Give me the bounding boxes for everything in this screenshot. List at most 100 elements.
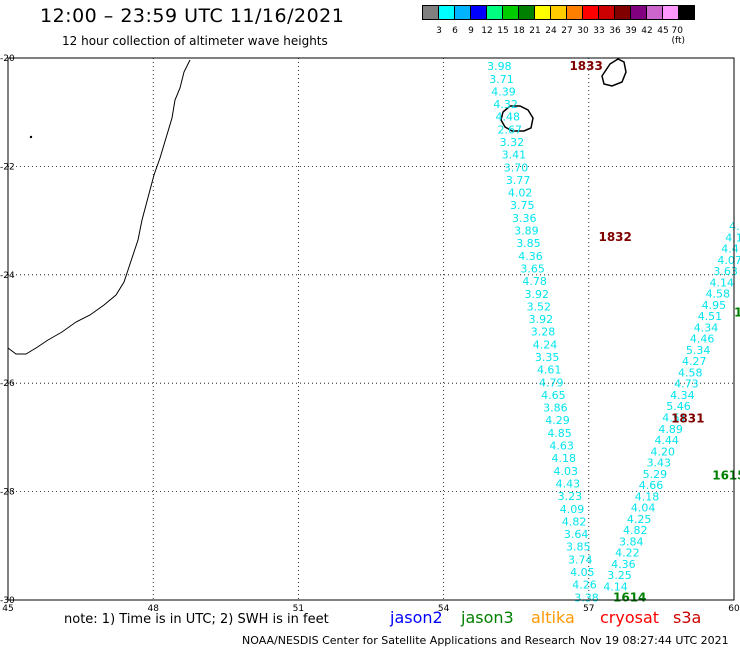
color-swatch xyxy=(678,5,695,20)
wave-height-value: 3.52 xyxy=(527,300,552,313)
wave-height-value: 4.32 xyxy=(493,98,517,111)
pass-time-label: 1832 xyxy=(598,230,631,244)
wave-height-value: 5.46 xyxy=(666,400,691,413)
wave-height-value: 5.29 xyxy=(643,468,668,481)
mauritius-island xyxy=(601,58,627,87)
wave-height-value: 4.39 xyxy=(491,85,516,98)
wave-height-value: 3.64 xyxy=(564,528,589,541)
pass-time-label: 1833 xyxy=(569,59,602,73)
islet xyxy=(29,135,33,139)
color-scale-label: 45 xyxy=(657,26,669,36)
color-scale-label: 21 xyxy=(529,26,541,36)
wave-height-value: 4.14 xyxy=(709,276,734,289)
color-scale-label: 27 xyxy=(561,26,573,36)
y-tick-label: -26 xyxy=(0,379,15,389)
wave-height-value: 4.58 xyxy=(706,288,731,301)
satellite-legend-item: cryosat xyxy=(600,608,660,627)
wave-height-value: 4.78 xyxy=(522,275,547,288)
wave-height-value: 4.13 xyxy=(725,231,740,244)
color-scale-label: 12 xyxy=(481,26,493,36)
wave-height-value: 4.34 xyxy=(670,389,695,402)
wave-height-value: 4.66 xyxy=(639,479,664,492)
x-tick-label: 45 xyxy=(2,604,13,614)
wave-height-value: 4.36 xyxy=(611,558,636,571)
wave-height-value: 4.41 xyxy=(721,243,740,256)
color-scale-label: 36 xyxy=(609,26,621,36)
wave-height-value: 3.74 xyxy=(568,553,593,566)
wave-height-value: 4.70 xyxy=(729,220,740,233)
satellite-legend-item: s3a xyxy=(673,608,702,627)
wave-height-value: 4.36 xyxy=(518,250,543,263)
wave-height-value: 4.25 xyxy=(627,513,652,526)
credit-text: NOAA/NESDIS Center for Satellite Applica… xyxy=(242,634,576,647)
x-tick-label: 60 xyxy=(728,604,740,614)
wave-height-value: 4.85 xyxy=(547,427,572,440)
wave-height-value: 3.28 xyxy=(531,326,556,339)
map-subtitle: 12 hour collection of altimeter wave hei… xyxy=(62,34,328,48)
wave-height-value: 3.75 xyxy=(510,199,535,212)
pass-time-label: 1615 xyxy=(712,468,740,482)
wave-height-value: 4.43 xyxy=(556,477,581,490)
coastline xyxy=(7,58,627,355)
wave-height-value: 4.44 xyxy=(654,434,679,447)
color-legend: 3 6 9 12 15 18 21 24 27 30 33 36 39 42 45 70 (ft) xyxy=(422,5,695,46)
wave-height-value: 4.46 xyxy=(690,333,715,346)
wave-height-value: 3.92 xyxy=(529,313,554,326)
wave-height-value: 3.38 xyxy=(574,591,599,604)
wave-height-value: 4.82 xyxy=(562,515,587,528)
wave-height-value: 3.23 xyxy=(558,490,583,503)
reunion-island xyxy=(500,105,534,132)
color-scale-label: 3 xyxy=(436,26,442,36)
wave-height-value: 4.65 xyxy=(541,389,566,402)
pass-time-label: 1831 xyxy=(671,411,704,425)
color-scale-label: 9 xyxy=(468,26,474,36)
wave-height-value: 3.65 xyxy=(520,262,545,275)
color-scale-label: 15 xyxy=(497,26,509,36)
y-tick-label: -28 xyxy=(0,488,15,498)
wave-height-value: 4.09 xyxy=(560,503,585,516)
wave-height-value: 3.86 xyxy=(543,402,568,415)
wave-height-value: 4.22 xyxy=(615,547,640,560)
wave-height-value: 4.95 xyxy=(702,299,727,312)
madagascar-coast xyxy=(7,59,191,355)
x-tick-label: 48 xyxy=(147,604,159,614)
color-scale-label: 24 xyxy=(545,26,557,36)
pass-time-label: 1614 xyxy=(613,590,646,604)
wave-height-value: 4.82 xyxy=(623,524,648,537)
wave-height-value: 4.05 xyxy=(570,566,595,579)
wave-height-value: 4.51 xyxy=(662,411,687,424)
wave-height-value: 3.85 xyxy=(566,541,591,554)
wave-height-value: 3.43 xyxy=(647,457,672,470)
wave-height-value: 3.89 xyxy=(514,225,539,238)
wave-height-value: 2.67 xyxy=(498,123,523,136)
color-scale-label: 18 xyxy=(513,26,525,36)
wave-height-value: 3.70 xyxy=(504,161,529,174)
wave-height-value: 4.14 xyxy=(603,580,628,593)
wave-height-value: 4.18 xyxy=(635,490,660,503)
wave-height-value: 4.89 xyxy=(658,423,683,436)
wave-height-value: 4.61 xyxy=(537,364,562,377)
wave-height-value: 3.77 xyxy=(506,174,531,187)
wave-height-value: 3.63 xyxy=(713,265,738,278)
map-title: 12:00 – 23:59 UTC 11/16/2021 xyxy=(40,5,345,27)
altimeter-track-2: 4.704.134.414.073.634.144.584.954.514.34… xyxy=(603,220,740,593)
wave-height-value: 4.04 xyxy=(631,502,656,515)
wave-height-value: 5.34 xyxy=(686,344,711,357)
satellite-legend-item: jason3 xyxy=(461,608,514,627)
y-tick-label: -24 xyxy=(0,271,15,281)
color-scale-label: 42 xyxy=(641,26,653,36)
wave-height-value: 4.51 xyxy=(698,310,723,323)
wave-height-value: 4.18 xyxy=(551,452,576,465)
wave-height-value: 4.20 xyxy=(651,445,676,458)
y-tick-label: -20 xyxy=(0,54,15,64)
x-tick-label: 57 xyxy=(583,604,594,614)
map-grid xyxy=(8,58,734,600)
wave-height-value: 3.84 xyxy=(619,535,644,548)
satellite-legend-item: altika xyxy=(531,608,575,627)
altimeter-track-1: 3.983.714.394.324.482.673.323.413.703.77… xyxy=(487,60,599,604)
wave-height-value: 4.34 xyxy=(694,321,719,334)
wave-height-value: 4.26 xyxy=(572,579,597,592)
wave-height-value: 4.58 xyxy=(678,366,703,379)
wave-height-value: 3.25 xyxy=(607,569,632,582)
